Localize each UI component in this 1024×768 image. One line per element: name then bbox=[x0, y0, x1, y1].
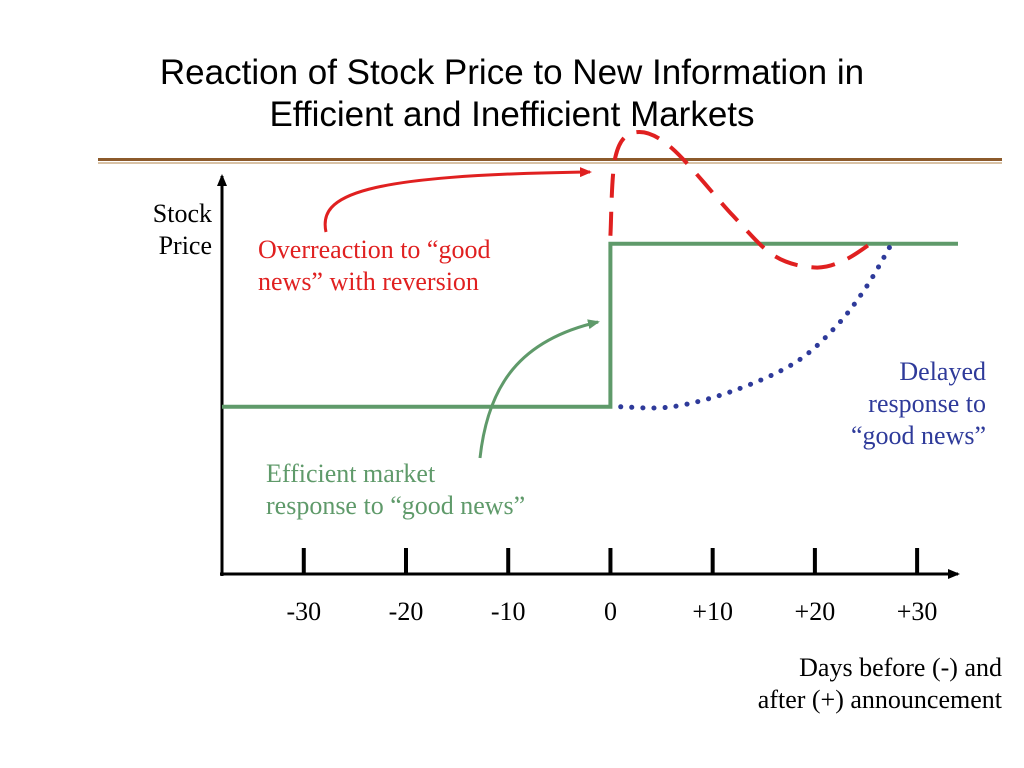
overreaction-annotation-line-2: news” with reversion bbox=[258, 267, 479, 296]
chart-title: Reaction of Stock Price to New Informati… bbox=[0, 52, 1024, 136]
chart-title-line-1: Reaction of Stock Price to New Informati… bbox=[159, 53, 865, 92]
x-tick-label: +20 bbox=[795, 597, 836, 626]
x-tick-label: -10 bbox=[491, 597, 526, 626]
overreaction-callout-arrow bbox=[323, 167, 592, 233]
title-divider bbox=[98, 158, 1002, 161]
efficient-annotation-line-1: Efficient market bbox=[266, 459, 436, 488]
x-axis-label-line-2: after (+) announcement bbox=[757, 685, 1002, 714]
efficient-series-line bbox=[222, 241, 958, 409]
y-axis-label: Stock Price bbox=[153, 198, 212, 262]
delayed-annotation-line-2: response to bbox=[868, 389, 986, 418]
delayed-annotation-line-3: “good news” bbox=[850, 421, 986, 450]
delayed-series-line bbox=[618, 241, 895, 411]
efficient-annotation: Efficient market response to “good news” bbox=[266, 458, 525, 522]
delayed-annotation-line-1: Delayed bbox=[899, 357, 986, 386]
efficient-callout-arrow bbox=[478, 319, 600, 459]
overreaction-series-line bbox=[608, 129, 878, 270]
delayed-annotation: Delayed response to “good news” bbox=[851, 356, 986, 452]
overreaction-annotation-line-1: Overreaction to “good bbox=[258, 235, 491, 264]
title-divider-shadow bbox=[98, 162, 1002, 164]
overreaction-annotation: Overreaction to “good news” with reversi… bbox=[258, 234, 490, 298]
x-tick-label: 0 bbox=[604, 597, 617, 626]
x-axis-label: Days before (-) and after (+) announceme… bbox=[758, 652, 1002, 716]
y-axis-label-line-1: Stock bbox=[152, 199, 212, 228]
x-tick-label: -20 bbox=[389, 597, 424, 626]
y-axis-label-line-2: Price bbox=[158, 231, 212, 260]
x-tick-label: +10 bbox=[692, 597, 733, 626]
x-axis-label-line-1: Days before (-) and bbox=[799, 653, 1002, 682]
chart-title-line-2: Efficient and Inefficient Markets bbox=[269, 95, 755, 134]
x-tick-label: -30 bbox=[286, 597, 321, 626]
efficient-annotation-line-2: response to “good news” bbox=[266, 491, 526, 520]
x-tick-label: +30 bbox=[897, 597, 938, 626]
